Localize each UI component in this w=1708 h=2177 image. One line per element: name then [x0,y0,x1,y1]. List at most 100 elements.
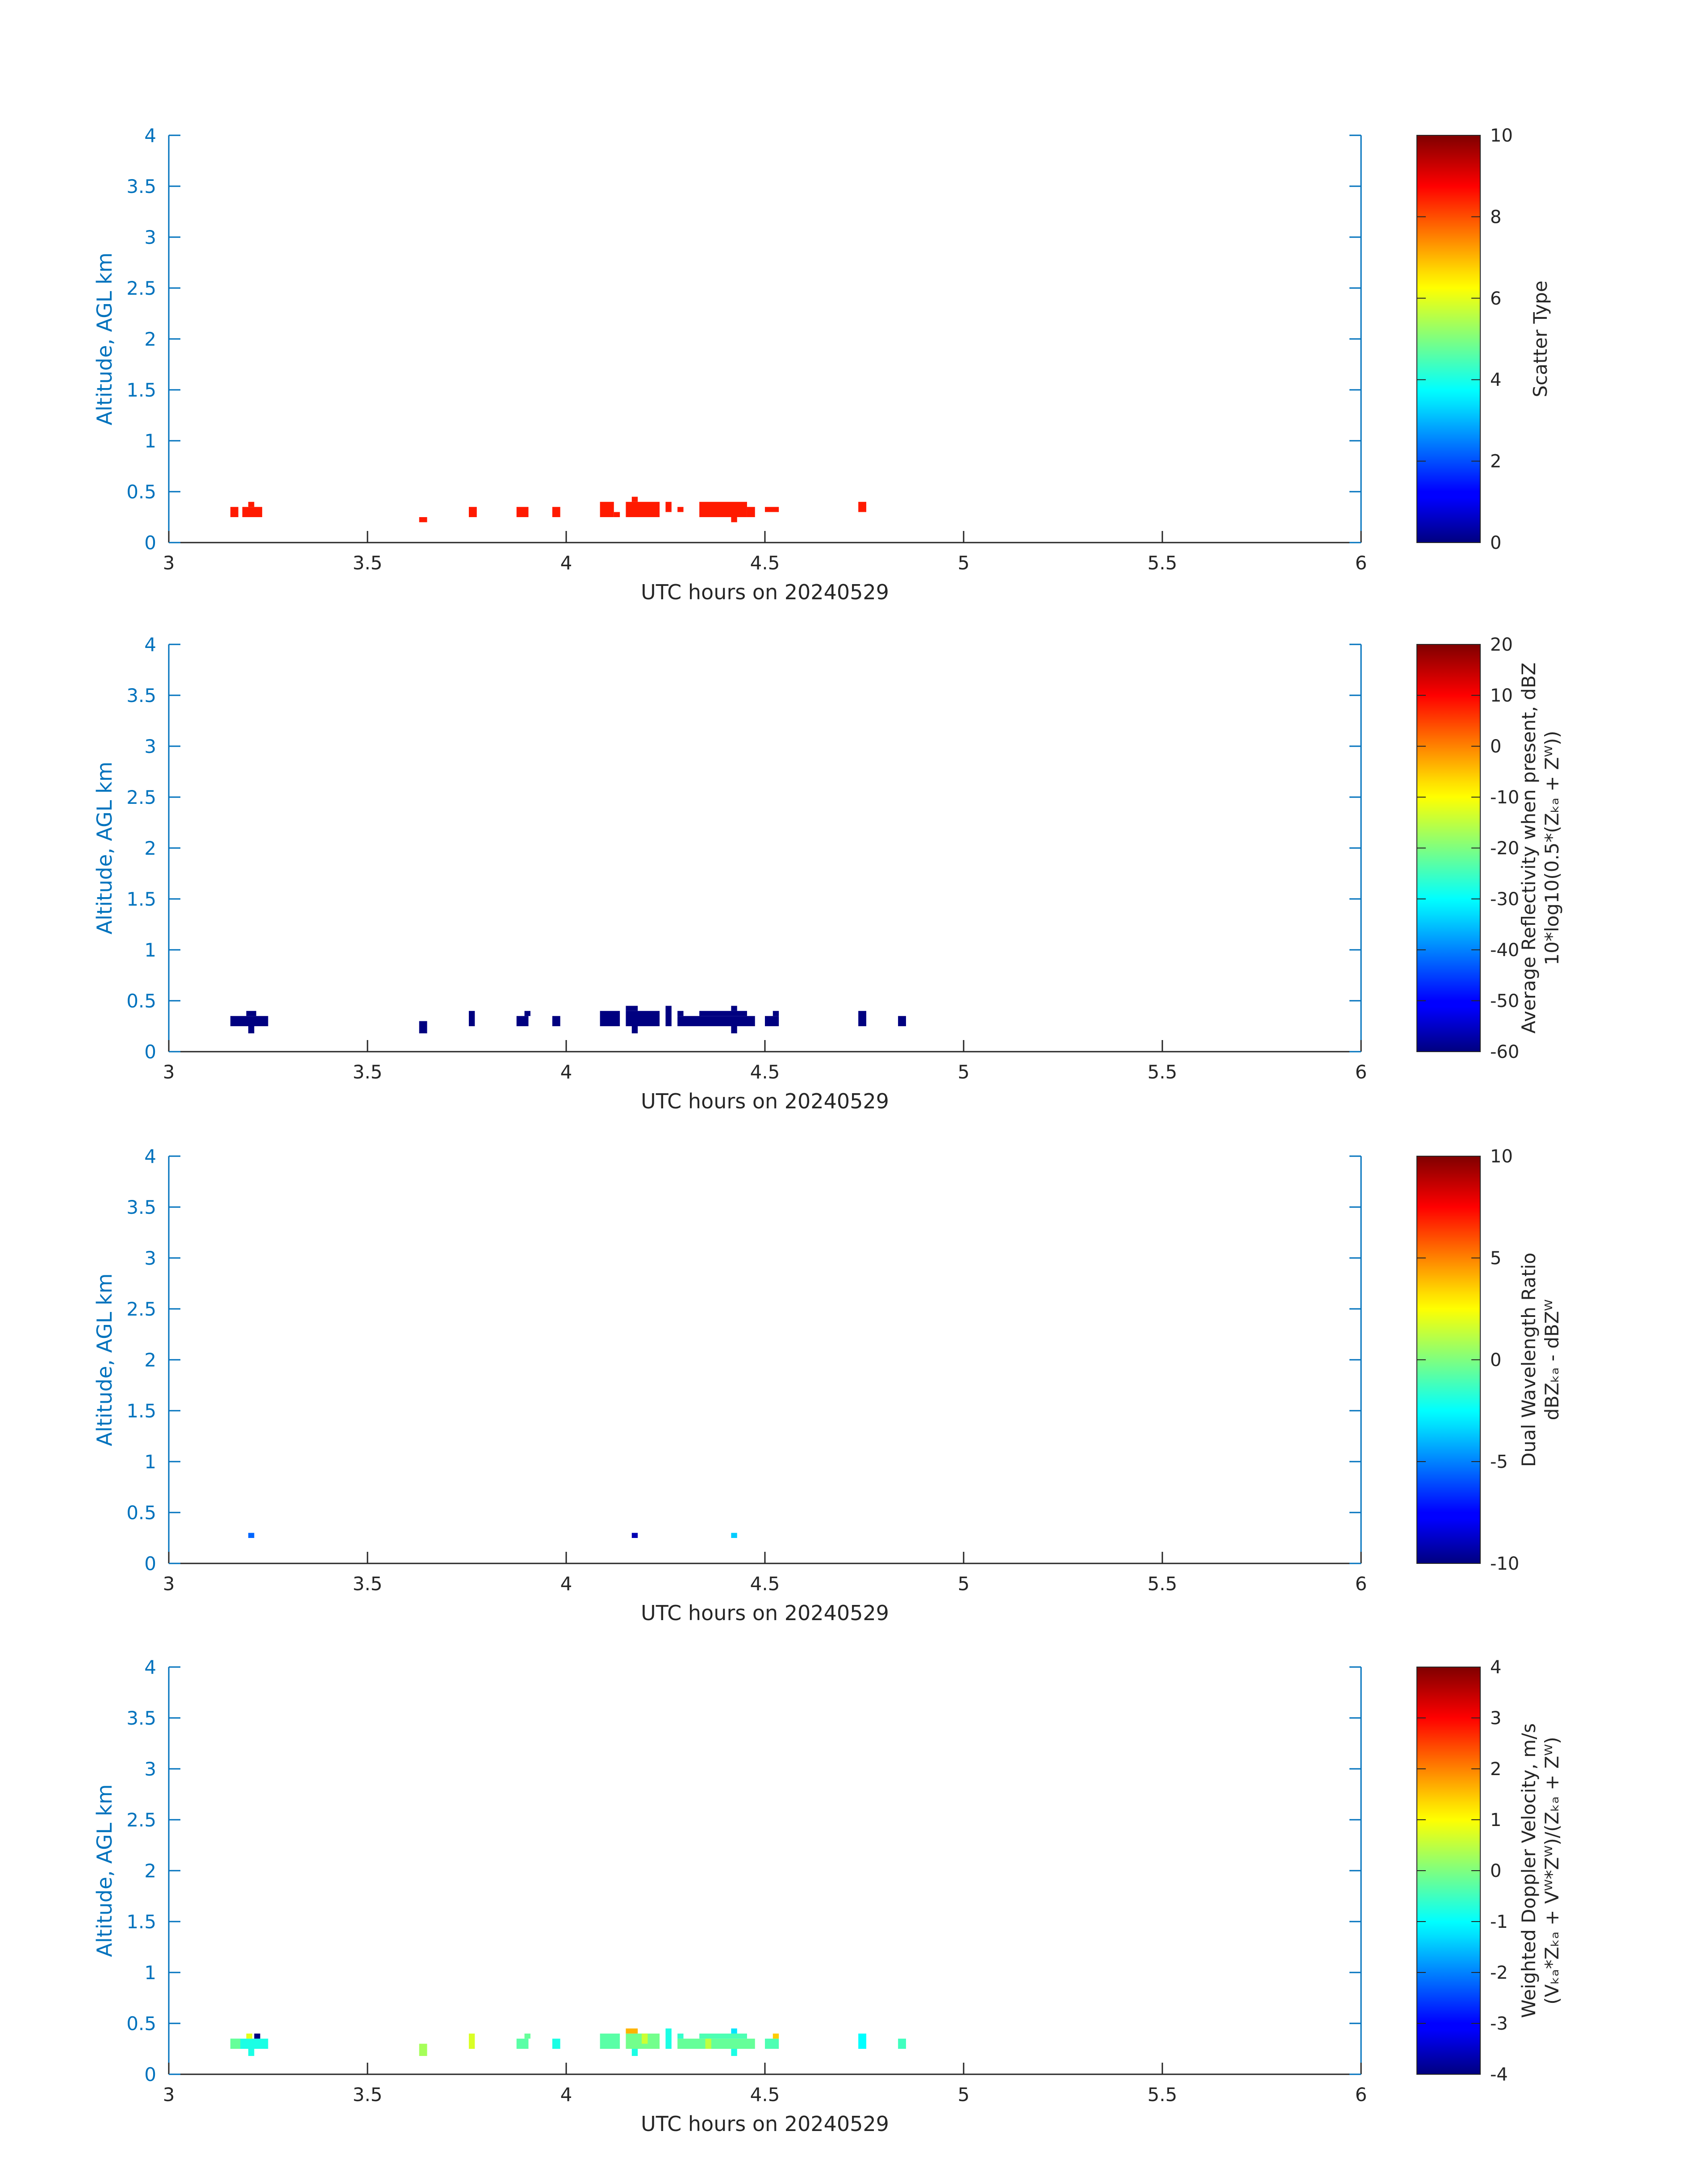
y-tick-label: 0 [144,1041,156,1063]
colorbar-tick-label: 2 [1490,451,1501,472]
data-cell [858,501,866,512]
colorbar-title-line-1: Weighted Doppler Velocity, m/s [1518,1723,1540,2018]
colorbar-tick-label: -10 [1490,1554,1519,1574]
colorbar-gradient [1416,1156,1481,1564]
colorbar-tick-label: 0 [1490,533,1501,553]
data-cell [626,501,660,517]
x-tick-label: 5 [958,552,970,574]
x-tick-label: 3 [163,1573,175,1595]
data-cell [254,2033,260,2039]
data-cell [731,1026,737,1033]
x-tick-label: 5.5 [1148,552,1178,574]
y-tick-label: 4 [144,634,156,656]
data-cell [614,512,620,517]
colorbar: -4 -3 -2 -1 0 1 2 3 4 Weighted Doppler Velocity, … [1416,1657,1563,2085]
colorbar-tick-label: -30 [1490,889,1519,910]
data-cell [419,517,427,522]
data-cell [677,2039,755,2049]
y-axis-title: Altitude, AGL km [92,761,117,934]
colorbar-title-line-2: dBZₖₐ - dBZᵂ [1541,1300,1563,1421]
colorbar-title-line-2: (Vₖₐ*Zₖₐ + Vᵂ*Zᵂ)/(Zₖₐ + Zᵂ) [1541,1737,1563,2004]
plot-panel-2: 3 3.5 4 4.5 5 5.5 6 0 0.5 1 1.5 2 2.5 3 3.5 4 UTC hours … [92,634,1563,1113]
data-cell [765,507,779,512]
y-tick-label: 0.5 [126,1502,156,1524]
data-cell [468,507,477,517]
x-tick-label: 5 [958,1573,970,1595]
data-cell [731,1533,737,1538]
data-cell [705,2039,711,2049]
colorbar-tick-label: 0 [1490,1350,1501,1371]
x-tick-label: 4 [560,2084,572,2106]
data-cell [230,507,238,517]
data-cell [898,1016,906,1026]
data-cell [626,1006,638,1011]
y-tick-label: 1.5 [126,888,156,910]
colorbar-tick-label: 10 [1490,1146,1513,1167]
colorbar-tick-label: -5 [1490,1452,1508,1472]
colorbar-tick-label: 5 [1490,1248,1501,1269]
x-tick-label: 4.5 [750,1573,780,1595]
y-axis-title: Altitude, AGL km [92,1273,117,1446]
colorbar-tick-label: 0 [1490,1861,1501,1881]
colorbar-gradient [1416,135,1481,543]
data-cell [230,2039,241,2049]
y-tick-label: 2.5 [126,277,156,299]
data-cell [665,2028,672,2049]
data-cell [665,1006,672,1026]
y-tick-label: 3 [144,1758,156,1780]
data-cell [248,501,255,507]
data-cell [242,507,263,517]
data-cell [731,517,737,522]
colorbar-tick-label: 0 [1490,736,1501,757]
colorbar-tick-label: 3 [1490,1708,1501,1729]
y-tick-label: 3.5 [126,175,156,197]
y-tick-label: 1.5 [126,379,156,401]
data-cell [600,501,614,517]
x-tick-label: 5.5 [1148,2084,1178,2106]
x-axis-title: UTC hours on 20240529 [641,580,889,604]
x-tick-label: 3 [163,552,175,574]
x-tick-label: 5 [958,1061,970,1083]
colorbar-tick-label: 4 [1490,1657,1501,1678]
y-tick-label: 1 [144,430,156,452]
x-tick-label: 5 [958,2084,970,2106]
x-tick-label: 3.5 [353,552,383,574]
data-cell [699,2033,747,2039]
data-cell [600,1011,620,1026]
colorbar-tick-label: 20 [1490,635,1513,655]
data-cell [552,2039,560,2049]
data-cell [858,1011,866,1026]
y-tick-label: 2 [144,328,156,350]
data-cell [631,2049,638,2056]
colorbar-tick-label: -60 [1490,1042,1519,1062]
y-tick-label: 3 [144,226,156,248]
y-tick-label: 4 [144,1145,156,1167]
data-cell [765,1016,779,1026]
y-tick-label: 3 [144,1247,156,1269]
colorbar: 0 2 4 6 8 10 Scatter Type [1416,125,1551,553]
data-cell [246,1011,256,1016]
data-cell [516,1016,529,1026]
data-cell [248,1533,255,1538]
data-cell [665,501,672,512]
y-tick-label: 2.5 [126,1809,156,1831]
colorbar-tick-label: -3 [1490,2014,1508,2034]
data-cell [248,1026,255,1033]
data-cell [773,1011,779,1016]
x-tick-label: 4 [560,1573,572,1595]
data-cell [677,507,684,512]
colorbar-tick-label: -4 [1490,2064,1508,2085]
data-cell [858,2033,866,2049]
colorbar-title-line-1: Average Reflectivity when present, dBZ [1518,662,1540,1033]
data-cell [468,2033,475,2049]
y-tick-label: 2 [144,837,156,859]
x-tick-label: 6 [1355,1061,1367,1083]
data-cell [516,2039,529,2049]
x-tick-label: 3.5 [353,1573,383,1595]
data-cell [677,1011,684,1016]
colorbar-tick-label: -10 [1490,787,1519,808]
data-cell [230,1016,268,1026]
colorbar-tick-label: -2 [1490,1963,1508,1983]
